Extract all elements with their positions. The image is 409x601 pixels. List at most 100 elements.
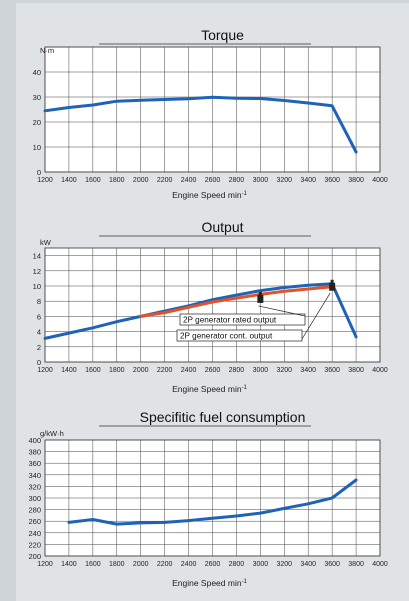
- chart-3: Specifitic fuel consumption g/kW·h 200 220 2…: [28, 409, 387, 588]
- y-tick-label: 280: [28, 506, 41, 515]
- x-tick-label: 2200: [157, 561, 173, 568]
- x-tick-label: 1400: [61, 177, 77, 184]
- y-tick-label: 340: [28, 471, 41, 480]
- x-tick-label: 3400: [300, 561, 316, 568]
- x-tick-label: 3400: [300, 177, 316, 184]
- series-line-1: [43, 95, 358, 154]
- x-tick-label: 3600: [324, 561, 340, 568]
- y-tick-label: 40: [33, 68, 41, 77]
- x-tick-label: 2200: [157, 367, 173, 374]
- x-tick-label: 1600: [85, 177, 101, 184]
- y-unit-label: N·m: [40, 46, 54, 55]
- chart-2: Output kW 0 2 4 6 8 10 12 14 1200 1400 1600 1800 2000 2…: [33, 219, 388, 394]
- x-tick-label: 1200: [37, 177, 53, 184]
- x-tick-label: 2400: [181, 177, 197, 184]
- x-tick-label: 3200: [276, 367, 292, 374]
- y-tick-label: 400: [28, 436, 41, 445]
- y-tick-label: 0: [37, 168, 41, 177]
- x-tick-label: 2000: [133, 367, 149, 374]
- x-tick-label: 2400: [181, 561, 197, 568]
- x-tick-label: 2000: [133, 177, 149, 184]
- x-tick-label: 3200: [276, 561, 292, 568]
- chart-title: Torque: [201, 27, 244, 43]
- x-tick-label: 3800: [348, 561, 364, 568]
- x-tick-label: 1200: [37, 561, 53, 568]
- x-tick-label: 2600: [205, 561, 221, 568]
- callout-box: [176, 329, 303, 342]
- x-tick-label: 3200: [276, 177, 292, 184]
- operating-point-marker-top: [330, 279, 334, 283]
- x-tick-label: 2600: [205, 177, 221, 184]
- y-tick-label: 8: [37, 297, 41, 306]
- y-tick-label: 12: [33, 267, 41, 276]
- x-tick-label: 1400: [61, 561, 77, 568]
- chart-title: Specifitic fuel consumption: [140, 409, 306, 425]
- x-tick-label: 2800: [229, 177, 245, 184]
- x-tick-label: 1200: [37, 367, 53, 374]
- x-tick-label: 3600: [324, 177, 340, 184]
- charts-panel: Torque N·m 0 10 20 30 40 1200 1400 1600 1800 2000 22…: [16, 3, 409, 601]
- x-tick-label: 1600: [85, 367, 101, 374]
- x-tick-label: 2600: [205, 367, 221, 374]
- y-tick-label: 20: [33, 118, 41, 127]
- x-tick-label: 2000: [133, 561, 149, 568]
- callout-box: [179, 313, 306, 326]
- y-tick-label: 14: [33, 252, 41, 261]
- operating-point-marker: [329, 282, 336, 291]
- y-unit-label: kW: [40, 238, 52, 247]
- x-tick-label: 1800: [109, 561, 125, 568]
- x-tick-label: 4000: [372, 177, 388, 184]
- y-tick-label: 10: [33, 282, 41, 291]
- x-tick-label: 3400: [300, 367, 316, 374]
- y-tick-label: 380: [28, 448, 41, 457]
- x-axis-label-sup: -1: [242, 385, 248, 391]
- x-tick-label: 3000: [253, 561, 269, 568]
- series-line-2: [139, 285, 334, 318]
- x-tick-label: 4000: [372, 561, 388, 568]
- y-tick-label: 6: [37, 312, 41, 321]
- callout-leader: [258, 305, 306, 317]
- x-tick-label: 1800: [109, 177, 125, 184]
- callout-label: 2P generator rated output: [183, 316, 277, 325]
- x-tick-label: 2800: [229, 561, 245, 568]
- x-tick-label: 2400: [181, 367, 197, 374]
- x-tick-label: 2800: [229, 367, 245, 374]
- x-tick-label: 3000: [253, 367, 269, 374]
- y-unit-label: g/kW·h: [40, 429, 64, 438]
- series-line-1: [67, 478, 358, 526]
- operating-point-marker: [257, 294, 264, 303]
- x-axis-label: Engine Speed min-1: [172, 578, 247, 588]
- x-tick-label: 1400: [61, 367, 77, 374]
- y-tick-label: 2: [37, 343, 41, 352]
- x-axis-label: Engine Speed min-1: [172, 384, 247, 394]
- y-tick-label: 200: [28, 552, 41, 561]
- x-tick-label: 2200: [157, 177, 173, 184]
- x-axis-label-sup: -1: [242, 579, 248, 585]
- y-tick-label: 300: [28, 494, 41, 503]
- operating-point-marker-top: [258, 291, 262, 295]
- x-tick-label: 3800: [348, 367, 364, 374]
- y-tick-label: 0: [37, 358, 41, 367]
- x-tick-label: 1800: [109, 367, 125, 374]
- y-tick-label: 320: [28, 482, 41, 491]
- x-tick-label: 3600: [324, 367, 340, 374]
- y-tick-label: 4: [37, 328, 41, 337]
- chart-title: Output: [201, 219, 243, 235]
- x-tick-label: 3800: [348, 177, 364, 184]
- x-tick-label: 4000: [372, 367, 388, 374]
- x-axis-label: Engine Speed min-1: [172, 190, 247, 200]
- callout-leader: [301, 292, 331, 340]
- series-line-1: [43, 282, 358, 340]
- y-tick-label: 260: [28, 517, 41, 526]
- y-tick-label: 240: [28, 529, 41, 538]
- chart-1: Torque N·m 0 10 20 30 40 1200 1400 1600 1800 2000 22…: [33, 27, 388, 200]
- callout-label: 2P generator cont. output: [180, 332, 273, 341]
- y-tick-label: 10: [33, 143, 41, 152]
- x-tick-label: 3000: [253, 177, 269, 184]
- y-tick-label: 220: [28, 540, 41, 549]
- y-tick-label: 360: [28, 459, 41, 468]
- x-axis-label-sup: -1: [242, 191, 248, 197]
- y-tick-label: 30: [33, 93, 41, 102]
- x-tick-label: 1600: [85, 561, 101, 568]
